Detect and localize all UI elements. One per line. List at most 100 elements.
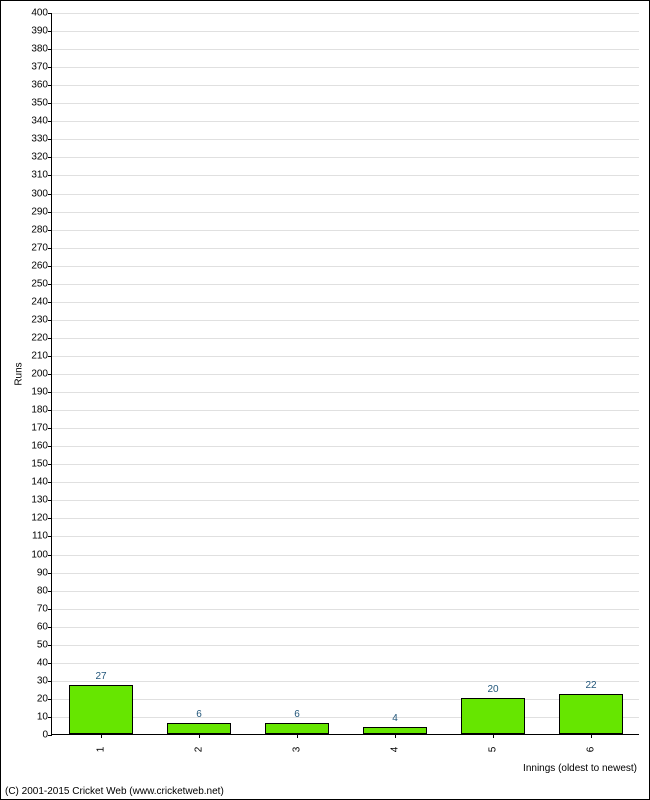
x-tick-label: 6	[586, 747, 597, 753]
y-tick-label: 370	[31, 62, 52, 73]
gridline	[52, 609, 639, 610]
y-tick-label: 30	[37, 675, 52, 686]
y-tick-label: 110	[32, 531, 52, 542]
y-tick-label: 400	[31, 8, 52, 19]
x-tick-mark	[395, 734, 396, 738]
x-tick-label: 1	[96, 747, 107, 753]
y-tick-label: 330	[31, 134, 52, 145]
plot-area: 0102030405060708090100110120130140150160…	[51, 13, 639, 735]
y-tick-label: 160	[31, 441, 52, 452]
y-tick-label: 360	[31, 80, 52, 91]
gridline	[52, 266, 639, 267]
gridline	[52, 121, 639, 122]
gridline	[52, 338, 639, 339]
gridline	[52, 663, 639, 664]
gridline	[52, 356, 639, 357]
x-tick-mark	[101, 734, 102, 738]
y-tick-label: 200	[31, 369, 52, 380]
y-tick-label: 320	[31, 152, 52, 163]
y-tick-label: 170	[31, 423, 52, 434]
y-tick-label: 90	[37, 567, 52, 578]
gridline	[52, 139, 639, 140]
bar	[69, 685, 133, 734]
y-tick-label: 260	[31, 260, 52, 271]
gridline	[52, 645, 639, 646]
bar	[461, 698, 525, 734]
bar	[363, 727, 427, 734]
x-axis-title: Innings (oldest to newest)	[523, 763, 637, 774]
bar-value-label: 27	[95, 671, 106, 682]
x-tick-label: 3	[292, 747, 303, 753]
gridline	[52, 392, 639, 393]
gridline	[52, 464, 639, 465]
gridline	[52, 500, 639, 501]
gridline	[52, 284, 639, 285]
y-tick-label: 220	[31, 332, 52, 343]
bar	[167, 723, 231, 734]
gridline	[52, 518, 639, 519]
x-tick-mark	[591, 734, 592, 738]
gridline	[52, 302, 639, 303]
bar	[265, 723, 329, 734]
gridline	[52, 699, 639, 700]
bar	[559, 694, 623, 734]
gridline	[52, 212, 639, 213]
gridline	[52, 31, 639, 32]
gridline	[52, 157, 639, 158]
x-tick-label: 2	[194, 747, 205, 753]
gridline	[52, 627, 639, 628]
y-tick-label: 100	[31, 549, 52, 560]
bar-value-label: 4	[392, 713, 398, 724]
gridline	[52, 67, 639, 68]
y-tick-label: 250	[31, 278, 52, 289]
footer-copyright: (C) 2001-2015 Cricket Web (www.cricketwe…	[5, 786, 224, 797]
bar-value-label: 20	[487, 684, 498, 695]
y-tick-label: 240	[31, 296, 52, 307]
gridline	[52, 85, 639, 86]
gridline	[52, 175, 639, 176]
gridline	[52, 482, 639, 483]
y-tick-label: 390	[31, 26, 52, 37]
gridline	[52, 555, 639, 556]
y-tick-label: 190	[31, 387, 52, 398]
y-tick-label: 310	[31, 170, 52, 181]
y-tick-label: 50	[37, 639, 52, 650]
bar-value-label: 6	[294, 709, 300, 720]
y-tick-label: 120	[31, 513, 52, 524]
gridline	[52, 717, 639, 718]
y-tick-label: 350	[31, 98, 52, 109]
y-tick-label: 210	[31, 350, 52, 361]
gridline	[52, 13, 639, 14]
gridline	[52, 230, 639, 231]
gridline	[52, 374, 639, 375]
y-tick-label: 130	[31, 495, 52, 506]
gridline	[52, 320, 639, 321]
y-tick-label: 150	[31, 459, 52, 470]
gridline	[52, 248, 639, 249]
y-tick-label: 180	[31, 405, 52, 416]
y-tick-label: 40	[37, 657, 52, 668]
gridline	[52, 591, 639, 592]
gridline	[52, 573, 639, 574]
x-tick-mark	[493, 734, 494, 738]
y-tick-label: 70	[37, 603, 52, 614]
gridline	[52, 49, 639, 50]
gridline	[52, 536, 639, 537]
x-tick-label: 4	[390, 747, 401, 753]
y-tick-label: 80	[37, 585, 52, 596]
y-tick-label: 340	[31, 116, 52, 127]
y-tick-label: 380	[31, 44, 52, 55]
bar-value-label: 22	[585, 680, 596, 691]
y-tick-label: 230	[31, 314, 52, 325]
y-tick-label: 140	[31, 477, 52, 488]
x-tick-mark	[199, 734, 200, 738]
gridline	[52, 446, 639, 447]
x-tick-label: 5	[488, 747, 499, 753]
y-axis-title: Runs	[14, 362, 25, 385]
y-tick-label: 20	[37, 693, 52, 704]
y-tick-label: 60	[37, 621, 52, 632]
gridline	[52, 103, 639, 104]
gridline	[52, 428, 639, 429]
y-tick-label: 290	[31, 206, 52, 217]
y-tick-label: 280	[31, 224, 52, 235]
